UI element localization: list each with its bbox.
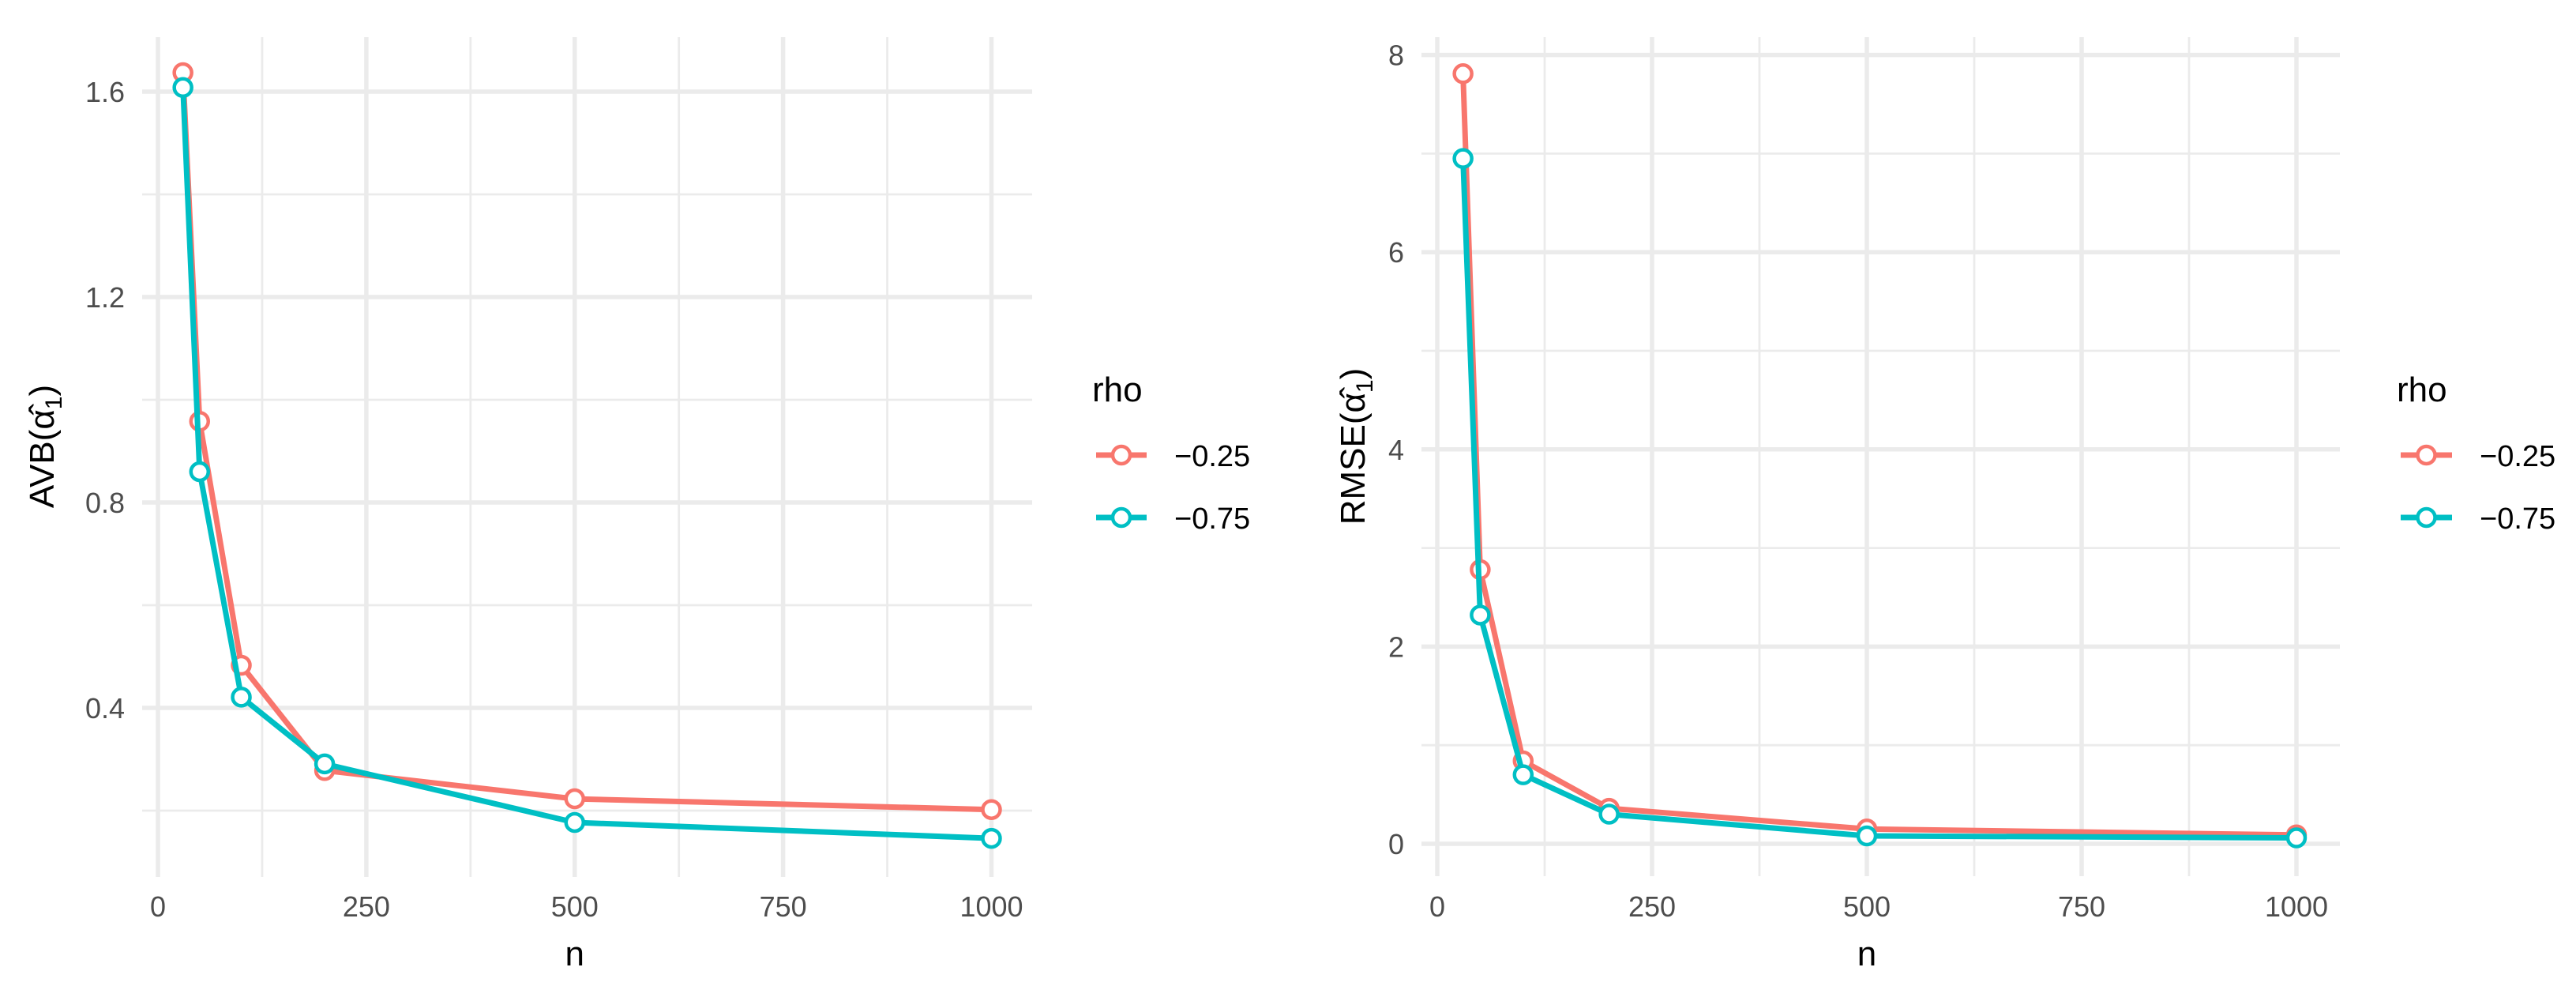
legend: rho −0.25 −0.75 — [2397, 371, 2555, 536]
legend-title: rho — [1092, 371, 1143, 409]
x-tick-label: 250 — [1628, 890, 1676, 923]
legend-title: rho — [2397, 371, 2447, 409]
svg-text:AVB(α̂1): AVB(α̂1) — [23, 385, 67, 508]
y-tick-label: 0.8 — [85, 487, 125, 519]
legend-key-icon — [2416, 444, 2437, 466]
avb-panel: 0.4 0.8 1.2 1.6 0 250 500 750 1000 n AVB(α̂1) rho −0… — [23, 37, 1250, 973]
y-tick-label: 4 — [1388, 434, 1404, 466]
legend: rho −0.25 −0.75 — [1092, 371, 1250, 536]
x-axis-ticks: 0 250 500 750 1000 — [1429, 890, 2328, 923]
data-point — [1470, 604, 1491, 626]
x-tick-label: 750 — [2058, 890, 2105, 923]
y-axis-title: AVB(α̂1) — [23, 385, 67, 508]
series-line — [1452, 148, 2308, 849]
x-tick-label: 0 — [150, 890, 166, 923]
data-point — [981, 827, 1002, 849]
legend-key-icon — [2416, 506, 2437, 529]
rmse-panel: 0 2 4 6 8 0 250 500 750 1000 n RMSE(α̂1) rho −0.25 −0.… — [1334, 37, 2555, 973]
legend-item: −0.75 — [1096, 502, 1250, 536]
legend-label: −0.25 — [2480, 440, 2555, 473]
data-point — [564, 788, 585, 810]
y-tick-label: 0 — [1388, 828, 1404, 860]
data-point — [564, 811, 585, 834]
legend-key-icon — [1110, 506, 1132, 529]
legend-item: −0.25 — [1096, 440, 1250, 473]
legend-label: −0.75 — [2480, 502, 2555, 536]
x-tick-label: 0 — [1429, 890, 1445, 923]
data-point — [981, 799, 1002, 820]
data-point — [1452, 63, 1474, 85]
data-point — [314, 753, 336, 775]
y-tick-label: 1.2 — [85, 281, 125, 314]
data-point — [1856, 825, 1878, 847]
gridlines — [1421, 37, 2340, 876]
data-point — [1598, 803, 1620, 825]
y-axis-ticks: 0.4 0.8 1.2 1.6 — [85, 76, 125, 724]
x-axis-ticks: 0 250 500 750 1000 — [150, 890, 1023, 923]
x-tick-label: 1000 — [2265, 890, 2328, 923]
series-line — [1452, 63, 2308, 846]
series-line — [172, 77, 1002, 849]
legend-label: −0.25 — [1174, 440, 1250, 473]
y-tick-label: 2 — [1388, 630, 1404, 663]
x-axis-title: n — [1857, 935, 1876, 973]
legend-item: −0.25 — [2401, 440, 2555, 473]
x-axis-title: n — [565, 935, 584, 973]
x-tick-label: 1000 — [959, 890, 1023, 923]
x-tick-label: 250 — [343, 890, 390, 923]
y-tick-label: 0.4 — [85, 692, 125, 724]
y-axis-ticks: 0 2 4 6 8 — [1388, 40, 1404, 860]
legend-item: −0.75 — [2401, 502, 2555, 536]
svg-text:RMSE(α̂1): RMSE(α̂1) — [1334, 368, 1378, 525]
data-point — [189, 461, 211, 483]
y-tick-label: 1.6 — [85, 76, 125, 108]
gridlines — [142, 37, 1032, 877]
x-tick-label: 500 — [551, 890, 599, 923]
x-tick-label: 500 — [1843, 890, 1891, 923]
y-axis-title: RMSE(α̂1) — [1334, 368, 1378, 525]
y-tick-label: 8 — [1388, 40, 1404, 72]
legend-label: −0.75 — [1174, 502, 1250, 536]
data-point — [1452, 148, 1474, 169]
legend-key-icon — [1110, 444, 1132, 466]
data-point — [1512, 764, 1534, 785]
data-point — [231, 687, 252, 708]
x-tick-label: 750 — [760, 890, 807, 923]
data-point — [172, 77, 193, 99]
series-line — [172, 62, 1002, 820]
y-tick-label: 6 — [1388, 236, 1404, 269]
data-point — [2285, 827, 2308, 849]
